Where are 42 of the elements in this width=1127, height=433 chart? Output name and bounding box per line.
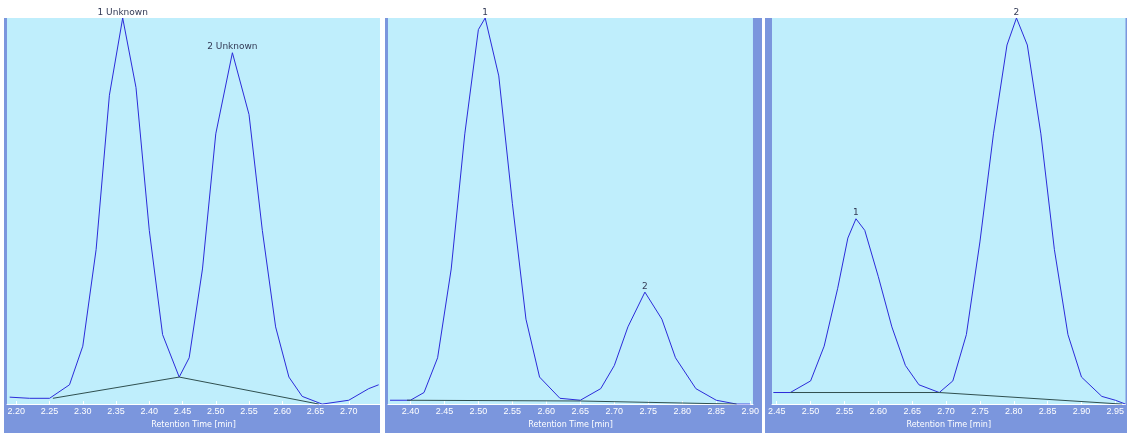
x-tick-label: 2.45 bbox=[173, 405, 192, 416]
x-tick-label: 2.40 bbox=[140, 405, 159, 416]
x-tick-label: 2.85 bbox=[707, 405, 726, 416]
annotation: 1 Unknown bbox=[97, 6, 148, 17]
x-tick-label: 2.70 bbox=[937, 405, 955, 416]
x-tick-label: 2.55 bbox=[240, 405, 258, 416]
x-tick-label: 2.55 bbox=[503, 405, 522, 416]
x-tick-label: 2.60 bbox=[537, 405, 556, 416]
x-tick-label: 2.95 bbox=[1106, 405, 1125, 416]
x-tick-label: 2.60 bbox=[273, 405, 292, 416]
annotation: 2 bbox=[1013, 6, 1020, 17]
x-tick-label: 2.45 bbox=[435, 405, 454, 416]
x-tick-label: 2.80 bbox=[1005, 405, 1023, 416]
x-tick-label: 2.65 bbox=[571, 405, 590, 416]
x-tick-label: 2.30 bbox=[74, 405, 92, 416]
x-axis-title: Retention Time [min] bbox=[151, 419, 236, 429]
annotation: 1 bbox=[482, 6, 489, 17]
annotation: 2 Unknown bbox=[207, 41, 258, 52]
x-tick-label: 2.70 bbox=[605, 405, 624, 416]
x-tick-label: 2.45 bbox=[767, 405, 786, 416]
annotation: 2 bbox=[642, 280, 648, 291]
x-tick-label: 2.50 bbox=[207, 405, 225, 416]
x-axis-title: Retention Time [min] bbox=[528, 419, 613, 429]
x-tick-label: 2.50 bbox=[801, 405, 820, 416]
x-tick-label: 2.60 bbox=[869, 405, 888, 416]
x-tick-label: 2.75 bbox=[639, 405, 658, 416]
x-tick-label: 2.75 bbox=[971, 405, 989, 416]
x-axis-title: Retention Time [min] bbox=[906, 419, 992, 429]
x-tick-label: 2.55 bbox=[835, 405, 854, 416]
annotation: 1 bbox=[853, 207, 859, 218]
x-tick-label: 2.25 bbox=[40, 405, 59, 416]
x-tick-label: 2.40 bbox=[401, 405, 420, 416]
x-tick-label: 2.35 bbox=[107, 405, 125, 416]
x-tick-label: 2.90 bbox=[741, 405, 760, 416]
x-tick-label: 2.65 bbox=[306, 405, 325, 416]
x-tick-label: 2.80 bbox=[673, 405, 692, 416]
x-tick-label: 2.65 bbox=[903, 405, 921, 416]
x-tick-label: 2.85 bbox=[1038, 405, 1057, 416]
x-tick-label: 2.50 bbox=[469, 405, 488, 416]
x-tick-label: 2.20 bbox=[7, 405, 26, 416]
x-tick-label: 2.90 bbox=[1072, 405, 1091, 416]
x-tick-label: 2.70 bbox=[339, 405, 358, 416]
